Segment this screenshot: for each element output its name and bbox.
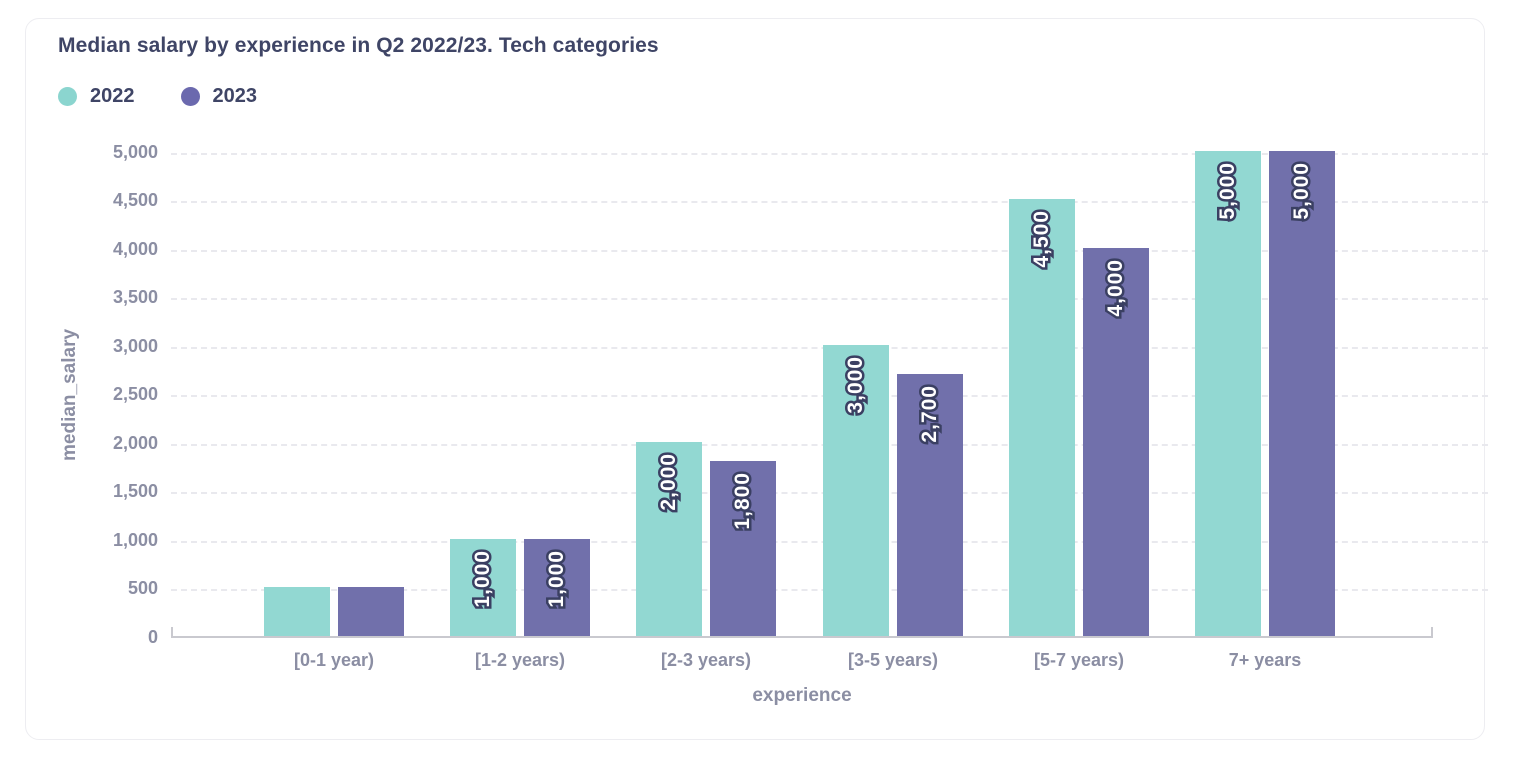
bar-value-label-wrap: 2,700 <box>897 383 963 446</box>
bar-value-label-wrap: 5,000 <box>1195 160 1261 223</box>
y-tick-label: 4,500 <box>112 190 158 210</box>
bar-value-label-wrap: 1,800 <box>710 470 776 533</box>
x-axis-right-cap <box>1431 627 1433 636</box>
bar-value-label-wrap: 4,000 <box>1083 257 1149 320</box>
chart-card: Median salary by experience in Q2 2022/2… <box>25 18 1488 740</box>
legend-label-2022: 2022 <box>90 85 135 107</box>
bar-value-label-wrap: 3,000 <box>823 354 889 417</box>
bar-value-label-wrap: 1,000 <box>524 548 590 611</box>
bar-value-label-wrap: 1,000 <box>450 548 516 611</box>
x-tick-label: [3-5 years) <box>847 650 939 670</box>
x-tick-label: [1-2 years) <box>474 650 566 670</box>
x-tick-label: [0-1 year) <box>293 650 375 670</box>
y-tick-label: 3,000 <box>112 336 158 356</box>
legend: 2022 2023 <box>58 85 257 108</box>
bar-value-label: 2,700 <box>916 383 944 446</box>
bar-2022-4 <box>823 345 889 636</box>
bar-2023-1 <box>338 587 404 636</box>
x-axis-title: experience <box>752 685 852 706</box>
bar-value-label-wrap: 5,000 <box>1269 160 1335 223</box>
bar-2023-4 <box>897 374 963 636</box>
y-tick-label: 3,500 <box>112 287 158 307</box>
y-tick-label: 500 <box>127 578 158 598</box>
bar-2022-1 <box>264 587 330 636</box>
bar-value-label-wrap: 4,500 <box>1009 208 1075 271</box>
bar-value-label: 1,800 <box>729 470 757 533</box>
x-axis-left-cap <box>171 627 173 636</box>
y-tick-label: 4,000 <box>112 239 158 259</box>
legend-dot-2023-icon <box>180 87 200 106</box>
legend-label-2023: 2023 <box>212 85 258 107</box>
bar-value-label-wrap: 2,000 <box>636 451 702 514</box>
legend-dot-2022-icon <box>58 87 77 106</box>
gridline <box>171 250 1488 252</box>
bar-2022-2 <box>450 539 516 636</box>
x-tick-label: 7+ years <box>1228 650 1302 670</box>
gridline <box>171 201 1488 203</box>
bar-value-label: 5,000 <box>1214 160 1242 223</box>
bar-value-label: 2,000 <box>655 451 683 514</box>
x-tick-label: [5-7 years) <box>1033 650 1125 670</box>
bar-value-label: 1,000 <box>469 548 497 611</box>
y-tick-label: 1,000 <box>112 530 158 550</box>
y-tick-label: 1,500 <box>112 481 158 501</box>
bar-2023-3 <box>710 461 776 636</box>
bar-2022-6 <box>1195 151 1261 636</box>
bar-value-label: 1,000 <box>543 548 571 611</box>
bar-2022-3 <box>636 442 702 636</box>
chart-title: Median salary by experience in Q2 2022/2… <box>58 34 659 57</box>
bar-2023-5 <box>1083 248 1149 636</box>
legend-item-2022[interactable]: 2022 <box>58 85 135 108</box>
gridline <box>171 153 1488 155</box>
bar-2023-6 <box>1269 151 1335 636</box>
y-tick-label: 2,000 <box>112 433 158 453</box>
x-tick-label: [2-3 years) <box>660 650 752 670</box>
bar-value-label: 3,000 <box>842 354 870 417</box>
bar-2023-2 <box>524 539 590 636</box>
plot-area: median_salary experience 0 500 1,000 1,500 2… <box>59 142 1488 706</box>
bar-value-label: 4,500 <box>1028 208 1056 271</box>
legend-item-2023[interactable]: 2023 <box>180 85 258 108</box>
bar-2022-5 <box>1009 199 1075 636</box>
bar-value-label: 4,000 <box>1102 257 1130 320</box>
y-tick-label: 5,000 <box>112 142 158 162</box>
y-tick-label: 2,500 <box>112 384 158 404</box>
gridline <box>171 298 1488 300</box>
bar-value-label: 5,000 <box>1288 160 1316 223</box>
y-tick-label: 0 <box>147 627 158 647</box>
